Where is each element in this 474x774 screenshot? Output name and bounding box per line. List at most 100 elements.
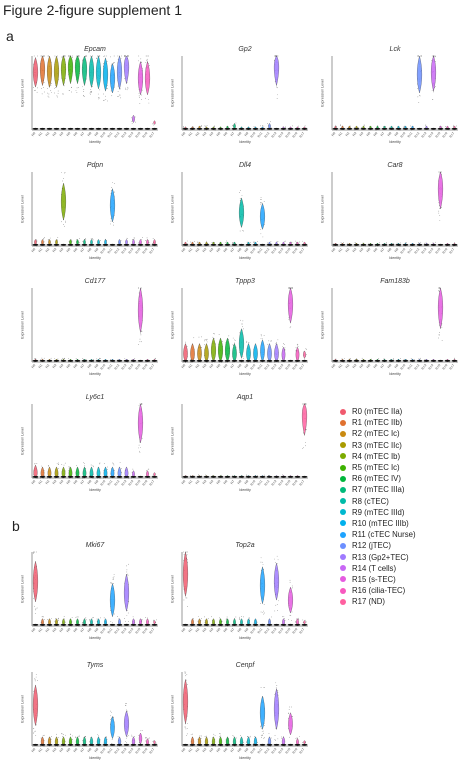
violin-r11 <box>110 583 115 618</box>
zero-density <box>88 127 95 130</box>
jitter-point <box>119 94 121 96</box>
jitter-point <box>113 469 115 471</box>
jitter-point <box>54 55 56 57</box>
chart-title: Aqp1 <box>236 394 253 401</box>
violin-plot-fam183b: Fam183b Expression Level R0 R1 R2 R3 R4 R5 R6 R7 R… <box>320 276 460 376</box>
jitter-point <box>119 95 121 97</box>
jitter-point <box>363 124 365 126</box>
zero-density <box>102 623 109 626</box>
jitter-point <box>75 477 77 479</box>
jitter-point <box>275 86 277 88</box>
jitter-point <box>61 733 62 734</box>
x-tick-label: R1 <box>188 247 194 253</box>
jitter-point <box>117 735 119 737</box>
zero-density <box>360 359 367 362</box>
x-tick-label: R14 <box>278 247 285 254</box>
jitter-point <box>132 468 134 470</box>
jitter-point <box>441 126 443 128</box>
violin-plot-epcam: Epcam Expression Level R0 R1 R2 R3 R4 R5 R6 R7 R8 R… <box>20 44 160 144</box>
zero-density <box>301 243 308 246</box>
jitter-point <box>225 619 227 621</box>
jitter-point <box>117 477 119 479</box>
jitter-point <box>63 618 65 620</box>
jitter-point <box>232 361 234 363</box>
jitter-point <box>213 338 215 339</box>
x-tick-label: R5 <box>216 131 222 137</box>
jitter-point <box>303 432 304 434</box>
jitter-point <box>260 725 262 727</box>
jitter-point <box>242 320 244 322</box>
x-tick-label: R4 <box>59 131 65 137</box>
jitter-point <box>289 287 290 289</box>
zero-density <box>210 743 217 746</box>
jitter-point <box>425 124 427 126</box>
x-tick-label: R5 <box>216 479 222 485</box>
zero-density <box>430 359 437 362</box>
zero-density <box>238 475 245 478</box>
jitter-point <box>449 245 450 247</box>
violin-r13 <box>124 710 129 738</box>
chart-title: Pdpn <box>87 162 103 169</box>
jitter-point <box>51 618 52 619</box>
jitter-point <box>186 240 188 242</box>
jitter-point <box>400 358 401 359</box>
jitter-point <box>62 180 64 182</box>
violin-r12 <box>267 736 272 747</box>
jitter-point <box>89 620 90 622</box>
x-tick-label: R13 <box>121 747 128 754</box>
jitter-point <box>200 125 202 126</box>
zero-density <box>137 127 144 130</box>
jitter-point <box>131 117 132 119</box>
legend-item: R11 (cTEC Nurse) <box>340 529 470 540</box>
jitter-point <box>405 242 407 243</box>
jitter-point <box>239 619 240 620</box>
jitter-point <box>41 465 42 467</box>
jitter-point <box>256 241 258 242</box>
x-tick-label: R4 <box>59 247 65 253</box>
jitter-point <box>92 745 93 747</box>
jitter-point <box>89 741 90 743</box>
jitter-point <box>90 55 91 57</box>
jitter-point <box>125 705 127 706</box>
jitter-point <box>68 361 70 363</box>
violin-r15 <box>138 732 143 745</box>
jitter-point <box>452 126 454 127</box>
x-tick-label: R12 <box>414 131 421 138</box>
jitter-point <box>146 237 148 239</box>
legend-label: R11 (cTEC Nurse) <box>352 530 416 540</box>
zero-density <box>402 127 409 130</box>
x-axis-label: Identity <box>389 372 401 376</box>
jitter-point <box>361 127 362 129</box>
x-tick-label: R13 <box>271 131 278 138</box>
jitter-point <box>399 245 401 247</box>
jitter-point <box>295 129 297 131</box>
x-tick-label: R1 <box>338 363 344 369</box>
x-tick-label: R2 <box>345 363 351 369</box>
x-tick-label: R7 <box>380 131 386 137</box>
jitter-point <box>124 55 126 57</box>
jitter-point <box>145 55 147 57</box>
jitter-point <box>253 242 255 244</box>
violin-r11 <box>110 63 115 94</box>
jitter-point <box>41 55 43 57</box>
jitter-point <box>126 571 128 573</box>
jitter-point <box>214 333 215 335</box>
jitter-point <box>138 447 139 449</box>
jitter-point <box>454 357 455 359</box>
zero-density <box>203 475 210 478</box>
violin-r8 <box>89 466 94 479</box>
zero-density <box>39 243 46 246</box>
zero-density <box>395 359 402 362</box>
jitter-point <box>125 702 126 704</box>
jitter-point <box>289 327 291 329</box>
x-tick-label: R6 <box>73 479 79 485</box>
jitter-point <box>283 342 284 344</box>
jitter-point <box>240 735 241 736</box>
jitter-point <box>288 709 290 710</box>
zero-density <box>444 127 451 130</box>
jitter-point <box>36 463 38 465</box>
jitter-point <box>79 361 80 363</box>
jitter-point <box>424 359 425 361</box>
x-tick-label: R0 <box>31 363 37 369</box>
jitter-point <box>127 237 128 239</box>
